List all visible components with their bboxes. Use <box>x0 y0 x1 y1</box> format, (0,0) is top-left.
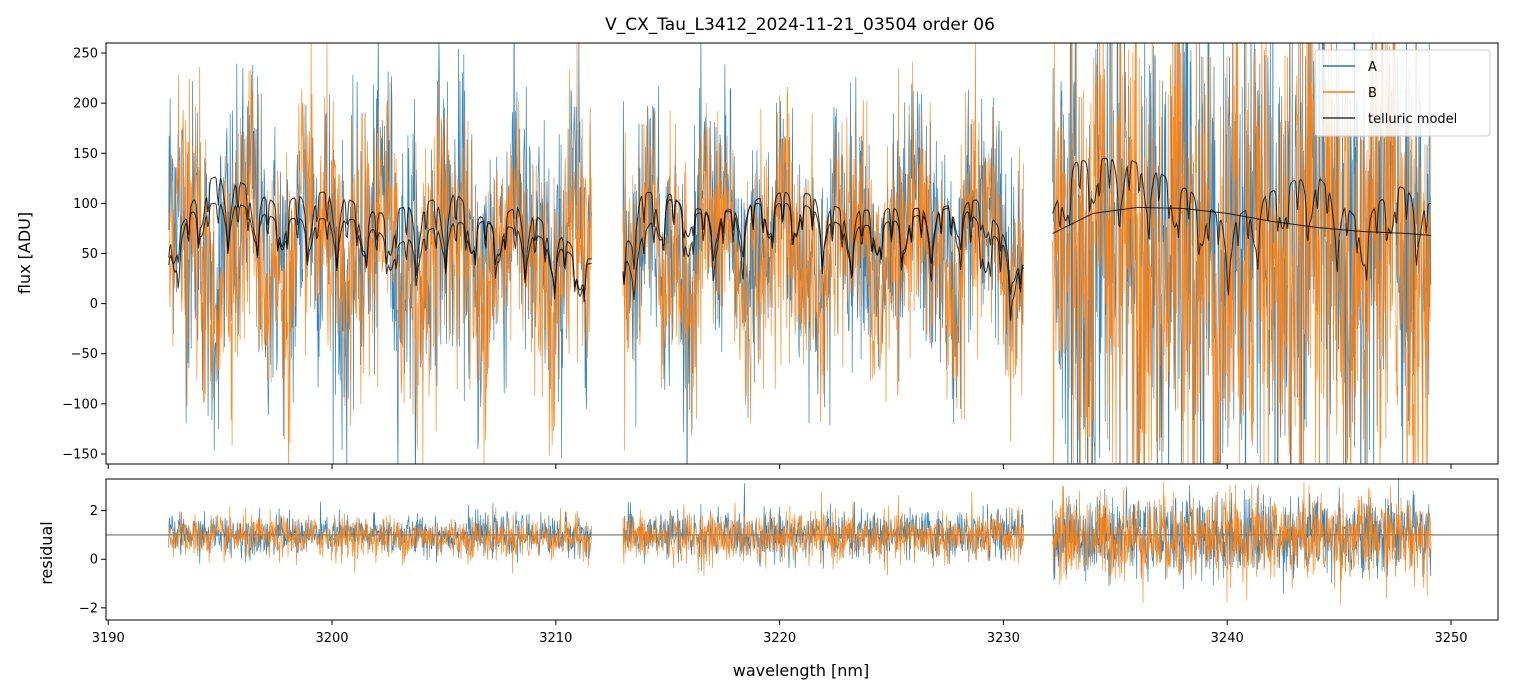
series-telluric-lower <box>168 202 592 295</box>
y-tick-label: −150 <box>62 447 98 462</box>
y-tick-label: 100 <box>73 197 98 212</box>
x-tick-label: 3240 <box>1211 631 1244 646</box>
legend-label-a: A <box>1368 60 1377 75</box>
series-telluric-lower <box>622 199 1025 301</box>
series-a-segment <box>622 43 1024 464</box>
flux-y-ticks: −150 −100 −50 0 50 100 150 200 250 <box>62 47 106 462</box>
y-tick-label: 0 <box>90 553 98 568</box>
residual-axes-frame <box>105 478 1499 621</box>
legend-label-b: B <box>1368 86 1377 101</box>
series-b-segment <box>168 506 592 574</box>
flux-y-axis-label: flux [ADU] <box>15 212 34 294</box>
x-tick-label: 3200 <box>315 631 348 646</box>
residual-y-ticks: −2 0 2 <box>79 504 106 616</box>
y-tick-label: 2 <box>90 504 98 519</box>
flux-plot-area <box>168 43 1432 464</box>
y-tick-label: −100 <box>62 397 98 412</box>
series-telluric-upper <box>168 176 592 303</box>
x-tick-label: 3230 <box>987 631 1020 646</box>
residual-plot-area <box>106 479 1498 605</box>
y-tick-label: 150 <box>73 147 98 162</box>
figure-title: V_CX_Tau_L3412_2024-11-21_03504 order 06 <box>605 15 995 35</box>
residual-panel: −2 0 2 3190 3200 3210 3220 3230 3240 3250 residu… <box>37 478 1499 680</box>
series-b-segment <box>1052 482 1432 605</box>
x-axis-label: wavelength [nm] <box>733 661 870 680</box>
flux-panel: −150 −100 −50 0 50 100 150 200 250 flux [ADU] A … <box>15 42 1499 469</box>
y-tick-label: 0 <box>90 297 98 312</box>
x-tick-label: 3220 <box>763 631 796 646</box>
flux-x-ticks <box>107 464 1452 469</box>
legend-box <box>1314 49 1491 137</box>
x-tick-label: 3190 <box>92 631 125 646</box>
x-tick-label: 3210 <box>539 631 572 646</box>
series-b-segment <box>622 43 1024 451</box>
y-tick-label: −50 <box>71 347 98 362</box>
y-tick-label: −2 <box>79 601 98 616</box>
y-tick-label: 200 <box>73 97 98 112</box>
series-telluric-lower <box>1052 206 1431 237</box>
series-b-segment <box>1052 43 1432 464</box>
legend: A B telluric model <box>1314 49 1491 137</box>
y-tick-label: 50 <box>81 247 98 262</box>
residual-y-axis-label: residual <box>37 521 56 584</box>
residual-x-ticks: 3190 3200 3210 3220 3230 3240 3250 <box>92 620 1468 646</box>
series-b-segment <box>622 491 1024 576</box>
x-tick-label: 3250 <box>1434 631 1467 646</box>
series-telluric-upper <box>1052 157 1431 296</box>
legend-label-telluric: telluric model <box>1368 112 1457 127</box>
y-tick-label: 250 <box>73 47 98 62</box>
